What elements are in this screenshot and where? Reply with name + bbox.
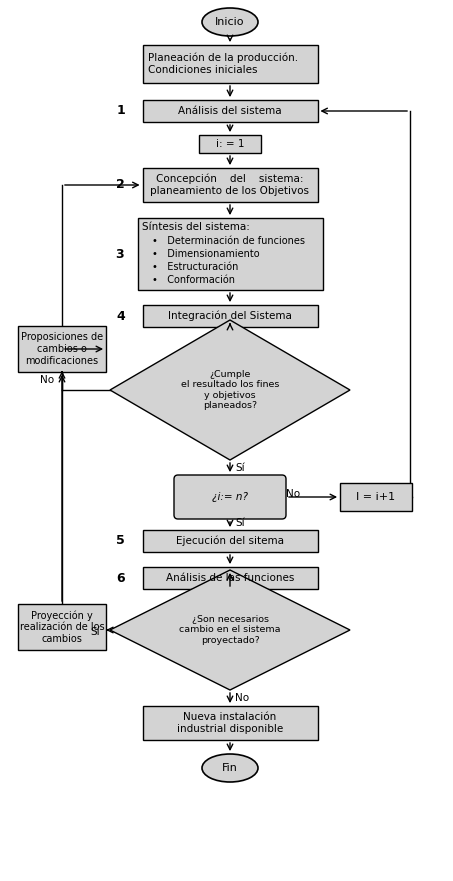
Text: •   Determinación de funciones: • Determinación de funciones xyxy=(151,236,304,246)
Text: ¿Cumple
el resultado los fines
y objetivos
planeados?: ¿Cumple el resultado los fines y objetiv… xyxy=(181,370,279,410)
Text: No: No xyxy=(40,375,54,385)
FancyBboxPatch shape xyxy=(143,706,318,740)
FancyBboxPatch shape xyxy=(143,305,318,327)
Text: Sí: Sí xyxy=(91,627,100,637)
FancyBboxPatch shape xyxy=(143,168,318,202)
Text: ¿i:= n?: ¿i:= n? xyxy=(212,492,248,502)
Text: I = i+1: I = i+1 xyxy=(357,492,395,502)
Text: No: No xyxy=(235,693,249,703)
Ellipse shape xyxy=(202,8,258,36)
Text: 4: 4 xyxy=(116,309,125,322)
Text: Inicio: Inicio xyxy=(215,17,245,27)
Text: Proposiciones de
cambios o
modificaciones: Proposiciones de cambios o modificacione… xyxy=(21,332,103,366)
FancyBboxPatch shape xyxy=(143,567,318,589)
Ellipse shape xyxy=(202,754,258,782)
Text: Planeación de la producción.
Condiciones iniciales: Planeación de la producción. Condiciones… xyxy=(149,53,299,75)
Text: 1: 1 xyxy=(116,105,125,117)
FancyBboxPatch shape xyxy=(138,218,323,290)
Text: 3: 3 xyxy=(115,248,124,261)
FancyBboxPatch shape xyxy=(174,475,286,519)
Text: Fin: Fin xyxy=(222,763,238,773)
Text: Nueva instalación
industrial disponible: Nueva instalación industrial disponible xyxy=(177,712,283,734)
Text: Ejecución del sitema: Ejecución del sitema xyxy=(176,536,284,546)
Text: 5: 5 xyxy=(116,535,125,547)
Text: Síntesis del sistema:: Síntesis del sistema: xyxy=(143,222,251,232)
Text: •   Estructuración: • Estructuración xyxy=(151,262,238,272)
Text: Análisis de las funciones: Análisis de las funciones xyxy=(166,573,294,583)
Text: Integración del Sistema: Integración del Sistema xyxy=(168,311,292,322)
Polygon shape xyxy=(110,320,350,460)
Text: Concepción    del    sistema:
planeamiento de los Objetivos: Concepción del sistema: planeamiento de … xyxy=(150,174,309,196)
Text: ¿Son necesarios
cambio en el sistema
proyectado?: ¿Son necesarios cambio en el sistema pro… xyxy=(179,615,281,645)
Text: No: No xyxy=(286,489,300,499)
Text: Proyección y
realización de los
cambios: Proyección y realización de los cambios xyxy=(19,611,104,644)
FancyBboxPatch shape xyxy=(18,326,106,372)
Polygon shape xyxy=(110,570,350,690)
Text: Sí: Sí xyxy=(235,463,245,473)
FancyBboxPatch shape xyxy=(143,45,318,83)
FancyBboxPatch shape xyxy=(143,100,318,122)
Text: 2: 2 xyxy=(116,179,125,191)
FancyBboxPatch shape xyxy=(199,135,261,153)
Text: •   Conformación: • Conformación xyxy=(151,275,235,285)
Text: Análisis del sistema: Análisis del sistema xyxy=(178,106,282,116)
Text: •   Dimensionamiento: • Dimensionamiento xyxy=(151,249,259,259)
Text: 6: 6 xyxy=(116,572,125,584)
Text: Sí: Sí xyxy=(235,518,245,528)
Text: i: = 1: i: = 1 xyxy=(216,139,244,149)
FancyBboxPatch shape xyxy=(18,604,106,650)
FancyBboxPatch shape xyxy=(340,483,412,511)
FancyBboxPatch shape xyxy=(143,530,318,552)
